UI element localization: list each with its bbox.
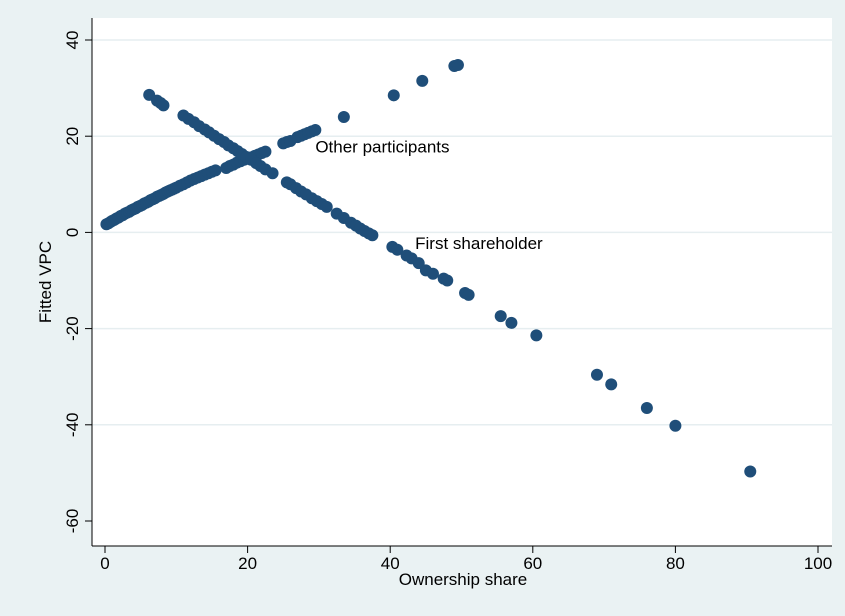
y-tick-label: 40 <box>63 31 82 50</box>
y-tick-label: -60 <box>63 509 82 534</box>
data-point <box>320 200 333 213</box>
data-point <box>494 310 507 323</box>
x-tick-label: 20 <box>238 554 257 573</box>
data-point <box>266 167 279 180</box>
data-point <box>157 99 170 112</box>
y-axis-title: Fitted VPC <box>36 241 55 323</box>
data-point <box>441 274 454 287</box>
annotations: Other participants First shareholder <box>315 138 543 253</box>
y-tick-label: 0 <box>63 228 82 237</box>
x-tick-label: 80 <box>666 554 685 573</box>
data-point <box>462 288 475 301</box>
annotation-label: Other participants <box>315 138 449 157</box>
x-tick-label: 40 <box>381 554 400 573</box>
data-point <box>391 243 404 256</box>
data-point <box>505 316 518 329</box>
data-point <box>309 123 322 136</box>
data-point <box>337 110 350 123</box>
x-axis-title: Ownership share <box>399 570 528 589</box>
data-point <box>744 465 757 478</box>
data-point <box>426 267 439 280</box>
data-point <box>451 59 464 72</box>
data-points <box>100 59 757 478</box>
data-point <box>259 145 272 158</box>
data-point <box>590 368 603 381</box>
x-tick-label: 60 <box>523 554 542 573</box>
x-axis-ticks: 0 20 40 60 80 100 <box>100 546 832 573</box>
annotation-label: First shareholder <box>415 234 543 253</box>
data-point <box>416 74 429 87</box>
x-tick-label: 100 <box>804 554 832 573</box>
y-tick-label: 20 <box>63 127 82 146</box>
data-point <box>530 329 543 342</box>
y-tick-label: -20 <box>63 316 82 341</box>
plot-area <box>92 18 832 546</box>
data-point <box>209 164 222 177</box>
x-tick-label: 0 <box>100 554 109 573</box>
y-tick-label: -40 <box>63 413 82 438</box>
data-point <box>605 378 618 391</box>
data-point <box>669 419 682 432</box>
data-point <box>387 89 400 102</box>
y-axis-ticks: -60 -40 -20 0 20 40 <box>63 31 92 534</box>
data-point <box>640 401 653 414</box>
data-point <box>366 229 379 242</box>
